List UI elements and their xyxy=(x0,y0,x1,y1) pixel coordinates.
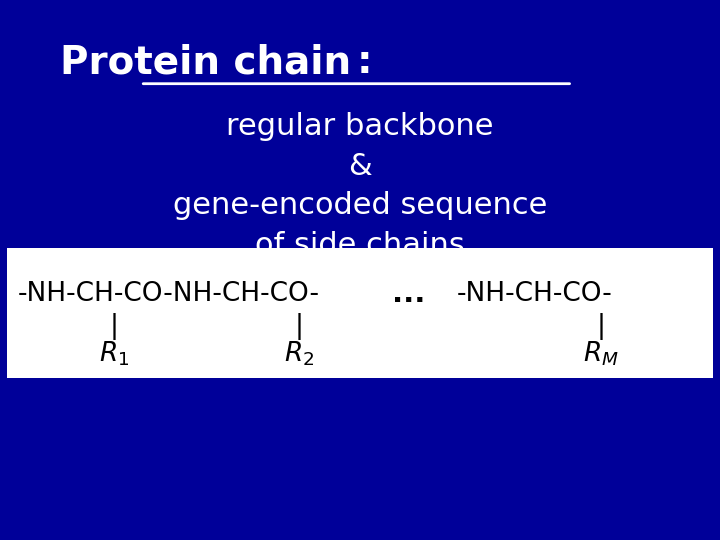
Text: gene-encoded sequence: gene-encoded sequence xyxy=(173,191,547,220)
Text: -NH-CH-CO-: -NH-CH-CO- xyxy=(457,281,613,307)
Text: &: & xyxy=(348,152,372,181)
Text: ...: ... xyxy=(392,280,426,308)
Text: Protein chain: Protein chain xyxy=(60,43,351,81)
Text: $R_M$: $R_M$ xyxy=(583,340,619,368)
Text: regular backbone: regular backbone xyxy=(226,112,494,141)
Text: |: | xyxy=(109,313,118,340)
Text: |: | xyxy=(294,313,303,340)
FancyBboxPatch shape xyxy=(7,248,713,378)
Text: $R_1$: $R_1$ xyxy=(99,340,129,368)
Text: $R_2$: $R_2$ xyxy=(284,340,314,368)
Text: -NH-CH-CO-NH-CH-CO-: -NH-CH-CO-NH-CH-CO- xyxy=(18,281,320,307)
Text: :: : xyxy=(356,43,372,81)
Text: |: | xyxy=(597,313,606,340)
Text: of side chains: of side chains xyxy=(255,231,465,260)
